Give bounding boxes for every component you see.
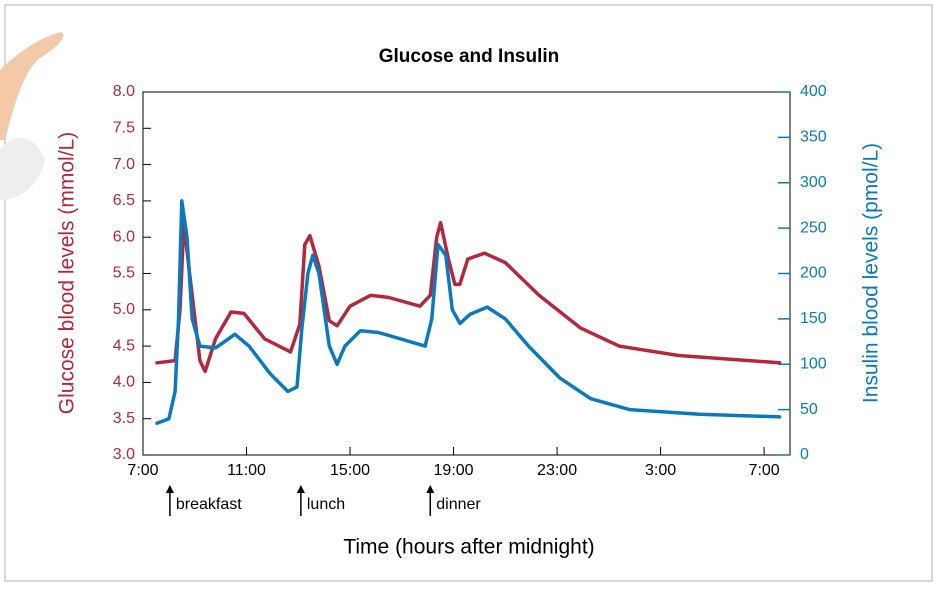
y-axis-title: Glucose blood levels (mmol/L) bbox=[56, 132, 79, 414]
annotation-label: lunch bbox=[307, 496, 345, 513]
page: Glucose and Insulin Time (hours after mi… bbox=[0, 0, 938, 592]
y-tick-label: 4.0 bbox=[113, 374, 135, 391]
y-tick-label: 5.0 bbox=[113, 301, 135, 318]
chart-title: Glucose and Insulin bbox=[379, 46, 560, 67]
y2-tick-label: 400 bbox=[800, 83, 827, 100]
y2-tick-label: 100 bbox=[800, 355, 827, 372]
y2-tick-label: 200 bbox=[800, 265, 827, 282]
chart: Glucose and Insulin Time (hours after mi… bbox=[0, 0, 938, 587]
frame bbox=[5, 5, 932, 581]
y-tick-label: 6.5 bbox=[113, 192, 135, 209]
y2-axis-title: Insulin blood levels (pmol/L) bbox=[860, 143, 883, 403]
x-axis-title: Time (hours after midnight) bbox=[343, 536, 594, 559]
x-tick-label: 3:00 bbox=[645, 462, 676, 479]
x-tick-label: 15:00 bbox=[330, 462, 370, 479]
y-tick-label: 6.0 bbox=[113, 228, 135, 245]
y2-tick-label: 0 bbox=[800, 446, 809, 463]
y-tick-label: 7.5 bbox=[113, 120, 135, 137]
y-tick-label: 8.0 bbox=[113, 83, 135, 100]
x-tick-label: 7:00 bbox=[127, 462, 158, 479]
annotation-label: breakfast bbox=[176, 496, 242, 513]
y2-tick-label: 50 bbox=[800, 401, 818, 418]
y-tick-label: 3.5 bbox=[113, 410, 135, 427]
y-tick-label: 4.5 bbox=[113, 337, 135, 354]
x-tick-label: 23:00 bbox=[537, 462, 577, 479]
y2-tick-label: 150 bbox=[800, 310, 827, 327]
annotation-label: dinner bbox=[436, 496, 481, 513]
y2-tick-label: 300 bbox=[800, 174, 827, 191]
x-tick-label: 11:00 bbox=[227, 462, 266, 479]
x-tick-label: 19:00 bbox=[434, 462, 474, 479]
y2-tick-label: 250 bbox=[800, 219, 827, 236]
y-tick-label: 3.0 bbox=[113, 446, 135, 463]
y-tick-label: 7.0 bbox=[113, 156, 135, 173]
y-tick-label: 5.5 bbox=[113, 265, 135, 282]
y2-tick-label: 350 bbox=[800, 129, 827, 146]
x-tick-label: 7:00 bbox=[749, 462, 780, 479]
